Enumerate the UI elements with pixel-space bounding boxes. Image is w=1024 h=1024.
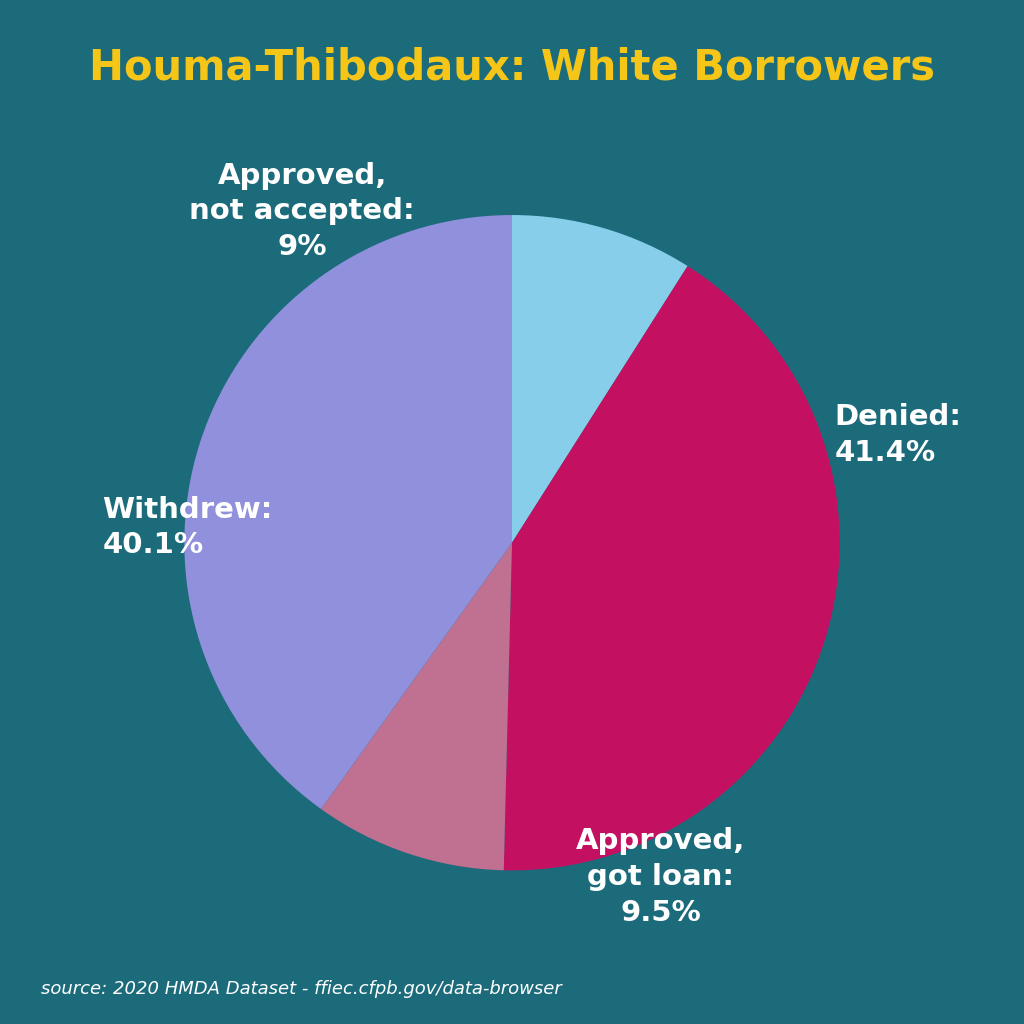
Text: Denied:
41.4%: Denied: 41.4% xyxy=(835,403,962,467)
Wedge shape xyxy=(322,543,512,870)
Text: Houma-Thibodaux: White Borrowers: Houma-Thibodaux: White Borrowers xyxy=(89,46,935,88)
Text: Withdrew:
40.1%: Withdrew: 40.1% xyxy=(102,496,272,559)
Text: source: 2020 HMDA Dataset - ffiec.cfpb.gov/data-browser: source: 2020 HMDA Dataset - ffiec.cfpb.g… xyxy=(41,980,562,998)
Wedge shape xyxy=(512,215,687,543)
Text: Approved,
not accepted:
9%: Approved, not accepted: 9% xyxy=(189,162,415,261)
Wedge shape xyxy=(504,266,840,870)
Text: Approved,
got loan:
9.5%: Approved, got loan: 9.5% xyxy=(575,827,745,927)
Wedge shape xyxy=(184,215,512,809)
